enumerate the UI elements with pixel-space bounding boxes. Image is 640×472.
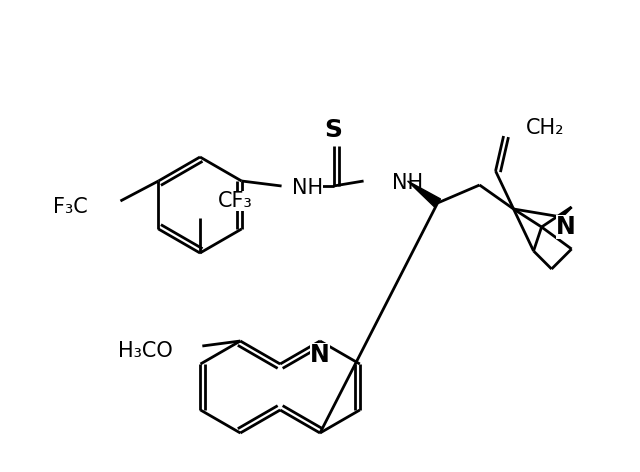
Text: N: N [556,215,575,239]
Text: N: N [310,343,330,367]
Text: H₃CO: H₃CO [118,341,173,361]
Text: F₃C: F₃C [53,197,88,217]
Text: CH₂: CH₂ [525,118,564,138]
Polygon shape [408,181,440,207]
Text: CF₃: CF₃ [218,191,253,211]
Text: NH: NH [392,173,422,193]
Text: S: S [324,118,342,142]
Text: NH: NH [292,178,323,198]
